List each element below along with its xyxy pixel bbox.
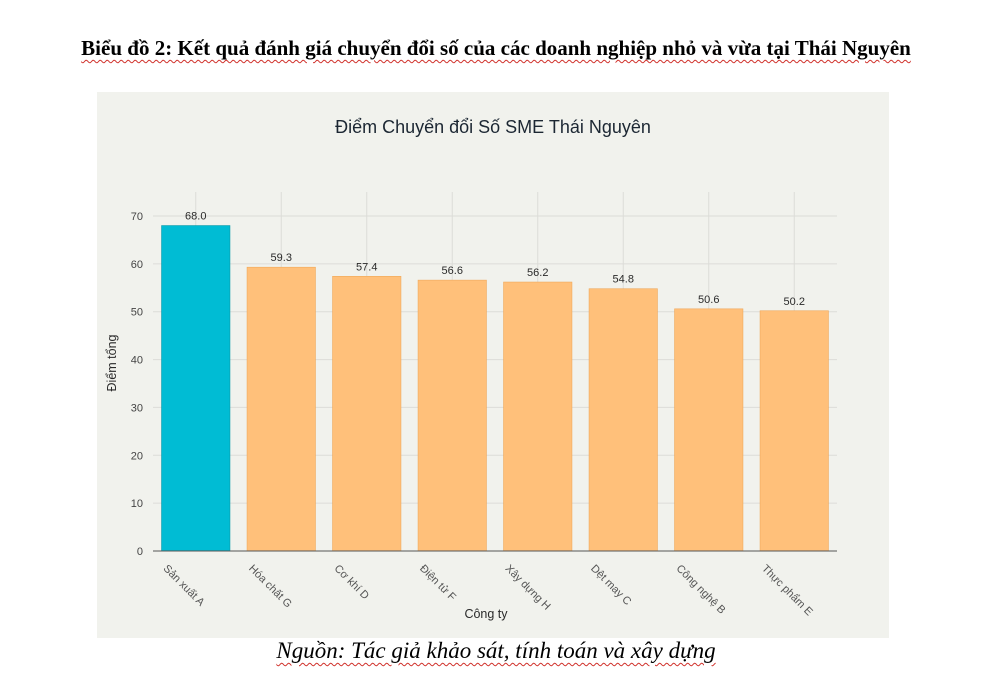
y-tick-label: 10 — [131, 498, 143, 510]
chart-panel: 0 10 20 30 40 50 60 70 68.0 Sản xuất A 59.3 Hóa chấ… — [97, 92, 889, 638]
bar-value-label: 68.0 — [185, 211, 206, 223]
x-tick-label: Điện tử F — [417, 563, 458, 604]
y-axis-title: Điểm tổng — [105, 334, 119, 391]
bar-value-label: 54.8 — [613, 274, 634, 286]
x-tick-label: Thực phẩm E — [759, 563, 815, 619]
bar-value-label: 56.2 — [527, 267, 548, 279]
x-tick-label: Dệt may C — [588, 563, 633, 608]
bar — [332, 276, 402, 552]
bar — [588, 288, 658, 552]
bar — [417, 279, 487, 552]
bar-value-label: 50.6 — [698, 294, 719, 306]
x-tick-label: Công nghệ B — [674, 563, 728, 617]
x-axis-title: Công ty — [464, 607, 508, 621]
y-tick-label: 50 — [131, 307, 143, 319]
document-heading: Biểu đồ 2: Kết quả đánh giá chuyển đổi s… — [81, 36, 911, 60]
y-tick-label: 30 — [131, 402, 143, 414]
bar — [674, 308, 744, 552]
y-tick-label: 60 — [131, 259, 143, 271]
bar-value-label: 59.3 — [271, 252, 292, 264]
bar — [503, 281, 573, 552]
bar — [246, 266, 316, 552]
x-tick-label: Cơ khí D — [332, 563, 372, 603]
x-tick-label: Xây dựng H — [503, 563, 553, 613]
bar-value-label: 57.4 — [356, 261, 377, 273]
bars — [161, 225, 829, 552]
bar — [161, 225, 231, 552]
x-tick-label: Hóa chất G — [246, 563, 294, 611]
x-tick-label: Sản xuất A — [161, 563, 208, 610]
y-tick-label: 40 — [131, 355, 143, 367]
y-tick-label: 0 — [137, 546, 143, 558]
bar — [759, 310, 829, 552]
bar-value-label: 50.2 — [784, 296, 805, 308]
bar-chart: 0 10 20 30 40 50 60 70 68.0 Sản xuất A 59.3 Hóa chấ… — [105, 117, 837, 621]
y-tick-label: 20 — [131, 450, 143, 462]
y-tick-label: 70 — [131, 211, 143, 223]
source-note: Nguồn: Tác giả khảo sát, tính toán và xâ… — [276, 638, 716, 663]
chart-title: Điểm Chuyển đổi Số SME Thái Nguyên — [335, 117, 651, 137]
bar-value-label: 56.6 — [442, 265, 463, 277]
